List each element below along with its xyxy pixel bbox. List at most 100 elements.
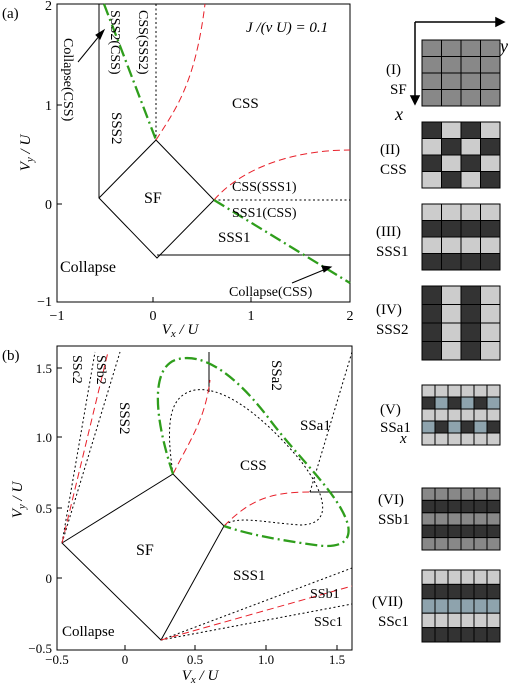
- lattice-roman-3: (III): [376, 224, 401, 240]
- lattice-cell: [447, 612, 462, 629]
- lattice-cell: [441, 121, 462, 139]
- lattice-grid-css: [421, 121, 501, 189]
- lattice-cell: [480, 236, 501, 254]
- panel-b-red-right: [223, 491, 311, 527]
- lattice-cell: [480, 56, 501, 74]
- lattice-cell: [421, 322, 442, 342]
- lattice-cell: [460, 569, 475, 585]
- lattice-cell: [441, 220, 462, 238]
- panel-b-dotted-css-loop: [168, 389, 324, 527]
- panel-a-label: (a): [2, 6, 19, 22]
- lattice-cell: [486, 569, 501, 585]
- lattice-grid-ssc1: [421, 569, 501, 643]
- lattice-cell: [447, 499, 462, 514]
- lattice-cell: [480, 285, 501, 305]
- lattice-cell: [447, 432, 462, 446]
- panel-b-boundaries: [61, 351, 353, 641]
- lattice-cell: [460, 220, 481, 238]
- panel-b-region-sss2: SSS2: [116, 402, 132, 435]
- lattice-name-7: SSc1: [378, 614, 409, 630]
- lattice-cell: [447, 537, 462, 551]
- panel-a-region-sss2-css: SSS2(CSS): [107, 10, 122, 75]
- panel-a-region-sss1-css: SSS1(CSS): [232, 206, 297, 221]
- lattice-cell: [480, 89, 501, 107]
- lattice-cell: [486, 432, 501, 446]
- lattice-cell: [460, 341, 481, 361]
- lattice-cell: [460, 236, 481, 254]
- panel-b-red-bottom: [160, 585, 353, 641]
- panel-a-xtick-2: 1: [248, 309, 255, 324]
- lattice-cell: [421, 236, 442, 254]
- lattice-cell: [460, 138, 481, 156]
- lattice-cell: [421, 512, 436, 526]
- panel-b-region-ssc1: SSc1: [314, 615, 343, 630]
- lattice-cell: [480, 138, 501, 156]
- lattice-cell: [486, 512, 501, 526]
- lattice-cell: [460, 432, 475, 446]
- lattice-cell: [421, 384, 436, 398]
- lattice-cell: [441, 341, 462, 361]
- lattice-cell: [486, 396, 501, 410]
- lattice-cell: [441, 253, 462, 271]
- panel-b-frame: [56, 345, 353, 651]
- lattice-roman-1: (I): [386, 62, 401, 78]
- lattice-cell: [447, 487, 462, 501]
- panel-b-xtick-2: 0.5: [187, 652, 203, 667]
- panel-a-ytick-2: 0: [45, 198, 52, 213]
- panel-b-region-collapse: Collapse: [62, 624, 115, 640]
- lattice-cell: [447, 408, 462, 422]
- lattice-name-3: SSS1: [376, 244, 409, 260]
- lattice-cell: [460, 384, 475, 398]
- lattice-axis-y: y: [498, 36, 508, 56]
- lattice-cell: [480, 171, 501, 189]
- lattice-cell: [486, 598, 501, 614]
- panel-b-xtick-0: −0.5: [45, 652, 69, 667]
- lattice-axis-x2: x: [399, 431, 407, 447]
- lattice-cell: [473, 384, 488, 398]
- lattice-cell: [480, 220, 501, 238]
- lattice-cell: [460, 322, 481, 342]
- lattice-cell: [473, 612, 488, 629]
- panel-a-region-css-sss1: CSS(SSS1): [232, 180, 297, 195]
- lattice-cell: [421, 89, 442, 107]
- lattice-cell: [441, 304, 462, 324]
- lattice-cell: [460, 304, 481, 324]
- lattice-name-6: SSb1: [378, 512, 410, 528]
- lattice-cell: [441, 285, 462, 305]
- lattice-cell: [460, 171, 481, 189]
- panel-a-ytick-3: −1: [37, 295, 52, 310]
- lattice-cell: [421, 121, 442, 139]
- lattice-cell: [460, 512, 475, 526]
- lattice-cell: [460, 72, 481, 90]
- panel-b-dotted-ssb2: [61, 351, 121, 544]
- lattice-cell: [434, 537, 449, 551]
- lattice-roman-6: (VI): [378, 492, 404, 508]
- lattice-cell: [434, 612, 449, 629]
- lattice-cell: [473, 583, 488, 600]
- lattice-cell: [421, 598, 436, 614]
- panel-b-dotted-ssa2: [309, 351, 353, 493]
- lattice-cell: [473, 432, 488, 446]
- lattice-cell: [421, 39, 442, 57]
- lattice-cell: [486, 408, 501, 422]
- lattice-cell: [421, 304, 442, 324]
- lattice-cell: [480, 72, 501, 90]
- lattice-cell: [473, 499, 488, 514]
- lattice-cell: [434, 512, 449, 526]
- lattice-cell: [473, 524, 488, 539]
- lattice-name-2: CSS: [380, 162, 407, 178]
- panel-a-frame: [56, 3, 351, 303]
- lattice-cell: [441, 138, 462, 156]
- lattice-cell: [486, 612, 501, 629]
- panel-b-red-upper: [172, 379, 211, 475]
- lattice-cell: [434, 420, 449, 434]
- lattice-cell: [434, 499, 449, 514]
- lattice-cell: [486, 487, 501, 501]
- panel-a-ylabel: Vy / U: [18, 134, 36, 172]
- lattice-cell: [460, 396, 475, 410]
- lattice-cell: [473, 598, 488, 614]
- lattice-cell: [434, 627, 449, 643]
- lattice-cell: [473, 512, 488, 526]
- panel-b-xtick-3: 1.0: [258, 652, 274, 667]
